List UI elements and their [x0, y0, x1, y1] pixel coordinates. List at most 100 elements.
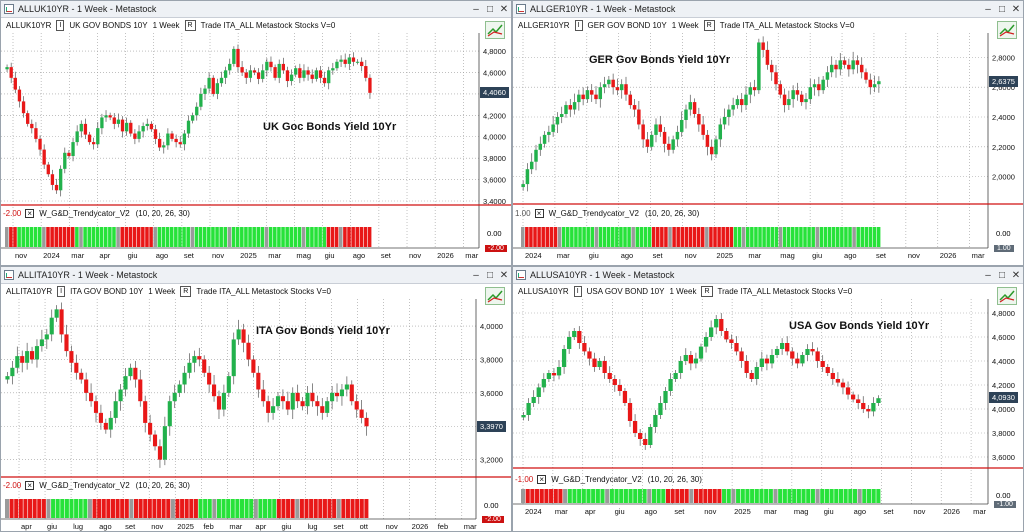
indicator-bar [852, 489, 858, 503]
candle-body [149, 123, 154, 130]
maximize-icon[interactable]: □ [998, 3, 1006, 15]
indicator-close-icon[interactable]: × [25, 209, 35, 218]
interval-dropdown[interactable]: I [56, 20, 65, 31]
x-tick-label: ago [353, 251, 366, 260]
candle-body [244, 72, 248, 78]
candle-body [30, 123, 34, 129]
indicator-bar [50, 227, 54, 247]
x-tick-label: apr [585, 507, 596, 516]
indicator-bar [680, 227, 685, 247]
candle-body [799, 94, 804, 103]
indicator-bar [806, 489, 811, 503]
candle-body [693, 358, 699, 364]
indicator-bar [570, 227, 574, 247]
chart-wizard-icon[interactable] [997, 287, 1017, 305]
indicator-bar [619, 227, 623, 247]
window-titlebar[interactable]: ALLUK10YR - 1 Week - Metastock – □ ✕ [1, 1, 511, 18]
close-icon[interactable]: ✕ [499, 3, 509, 15]
indicator-bar [215, 227, 219, 247]
candle-body [49, 317, 54, 335]
candle-body [331, 68, 335, 71]
window-title: ALLGER10YR - 1 Week - Metastock [530, 4, 676, 14]
candle-body [116, 119, 121, 124]
indicator-bar [108, 227, 112, 247]
period-label: 1 Week [669, 287, 697, 296]
candle-body [120, 119, 125, 132]
chart-window-usa[interactable]: ALLUSA10YR - 1 Week - Metastock – □ ✕ AL… [512, 266, 1024, 532]
symbol-label: ALLITA10YR [6, 287, 53, 296]
interval-dropdown[interactable]: I [574, 20, 583, 31]
indicator-bar [347, 227, 351, 247]
candle-body [607, 373, 612, 379]
candle-body [551, 124, 555, 132]
indicator-bar [165, 227, 170, 247]
window-titlebar[interactable]: ALLUSA10YR - 1 Week - Metastock – □ ✕ [513, 267, 1023, 284]
indicator-bar [147, 499, 152, 518]
interval-dropdown[interactable]: I [573, 286, 582, 297]
indicator-close-icon[interactable]: × [534, 209, 544, 218]
indicator-bar [665, 489, 671, 503]
maximize-icon[interactable]: □ [998, 269, 1006, 281]
window-titlebar[interactable]: ALLITA10YR - 1 Week - Metastock – □ ✕ [1, 267, 511, 284]
minimize-icon[interactable]: – [473, 3, 479, 15]
indicator-bar [679, 489, 685, 503]
indicator-bar [124, 227, 129, 247]
indicator-bar [149, 227, 153, 247]
r-dropdown[interactable]: R [703, 20, 715, 31]
chart-wizard-icon[interactable] [485, 287, 505, 305]
candle-body [649, 134, 654, 147]
candle-body [360, 61, 364, 67]
candle-body [607, 79, 611, 85]
close-icon[interactable]: ✕ [1011, 269, 1021, 281]
indicator-bar [773, 489, 778, 503]
candle-body [876, 398, 881, 403]
indicator-bar [64, 499, 69, 518]
x-tick-label: lug [307, 522, 317, 531]
period-label: 1 Week [671, 21, 699, 30]
indicator-bar [256, 227, 261, 247]
candle-body [240, 67, 244, 73]
y-tick-label: 3,6000 [483, 176, 506, 185]
chart-window-uk[interactable]: ALLUK10YR - 1 Week - Metastock – □ ✕ ALL… [0, 0, 512, 266]
minimize-icon[interactable]: – [473, 269, 479, 281]
candle-body [521, 415, 526, 418]
indicator-bar [566, 227, 570, 247]
indicator-name: W_G&D_Trendycator_V2 [548, 209, 639, 218]
period-label: 1 Week [148, 287, 176, 296]
candle-body [211, 77, 215, 94]
indicator-bar [231, 227, 236, 247]
maximize-icon[interactable]: □ [486, 3, 494, 15]
close-icon[interactable]: ✕ [1011, 3, 1021, 15]
indicator-bar [582, 227, 586, 247]
interval-dropdown[interactable]: I [57, 286, 66, 297]
maximize-icon[interactable]: □ [486, 269, 494, 281]
chart-wizard-icon[interactable] [485, 21, 505, 39]
close-icon[interactable]: ✕ [499, 269, 509, 281]
indicator-bar [367, 227, 372, 247]
chart-wizard-icon[interactable] [997, 21, 1017, 39]
r-dropdown[interactable]: R [701, 286, 713, 297]
indicator-bar [529, 227, 533, 247]
window-titlebar[interactable]: ALLGER10YR - 1 Week - Metastock – □ ✕ [513, 1, 1023, 18]
indicator-close-icon[interactable]: × [537, 475, 547, 484]
candle-body [698, 346, 704, 359]
y-tick-label: 4,2000 [992, 381, 1015, 390]
candle-body [170, 133, 174, 139]
y-tick-label: 4,0000 [992, 405, 1015, 414]
indicator-close-icon[interactable]: × [25, 481, 35, 490]
chart-window-ger[interactable]: ALLGER10YR - 1 Week - Metastock – □ ✕ AL… [512, 0, 1024, 266]
minimize-icon[interactable]: – [985, 269, 991, 281]
r-dropdown[interactable]: R [180, 286, 192, 297]
r-dropdown[interactable]: R [184, 20, 196, 31]
chart-window-ita[interactable]: ALLITA10YR - 1 Week - Metastock – □ ✕ AL… [0, 266, 512, 532]
indicator-bar [219, 227, 223, 247]
candle-body [678, 361, 683, 373]
indicator-bar [99, 227, 104, 247]
minimize-icon[interactable]: – [985, 3, 991, 15]
candle-body [525, 169, 530, 185]
indicator-level-badge: -2.00 [485, 245, 507, 252]
chart-info-text: Trade ITA_ALL Metastock Stocks V=0 [719, 21, 855, 30]
candle-body [91, 142, 96, 145]
indicator-bar [838, 489, 843, 503]
indicator-zero-label: 0.00 [484, 501, 499, 510]
